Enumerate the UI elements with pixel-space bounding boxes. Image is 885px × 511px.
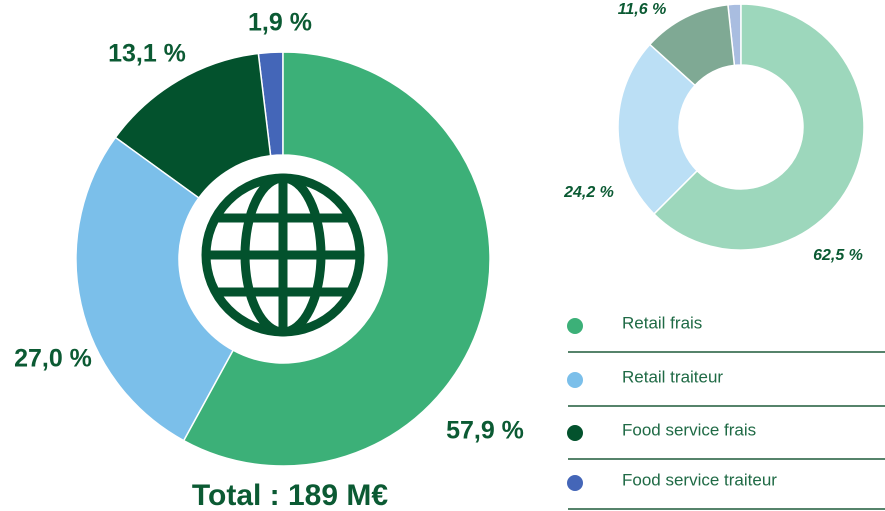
donut-segment — [75, 136, 235, 442]
legend-label: Retail traiteur — [622, 367, 723, 386]
donut-segment — [648, 3, 736, 87]
value-label: 11,6 % — [618, 1, 667, 18]
donut-segment — [114, 52, 272, 199]
value-label: 57,9 % — [446, 417, 524, 445]
legend-label: Retail frais — [622, 313, 702, 332]
legend-marker — [567, 372, 583, 388]
donut-segment — [617, 43, 699, 216]
value-label: 13,1 % — [108, 40, 186, 68]
legend-marker — [567, 425, 583, 441]
value-label: 24,2 % — [563, 184, 614, 201]
value-label: 1,9 % — [248, 9, 312, 37]
legend-marker — [567, 318, 583, 334]
donut-segment — [182, 51, 491, 467]
legend-label: Food service traiteur — [622, 470, 777, 489]
donut-segment — [652, 3, 865, 251]
total-label: Total : 189 M€ — [192, 479, 388, 511]
legend-label: Food service frais — [622, 420, 756, 439]
globe-icon — [201, 173, 365, 337]
legend-marker — [567, 475, 583, 491]
value-label: 27,0 % — [14, 345, 92, 373]
value-label: 62,5 % — [813, 247, 863, 264]
